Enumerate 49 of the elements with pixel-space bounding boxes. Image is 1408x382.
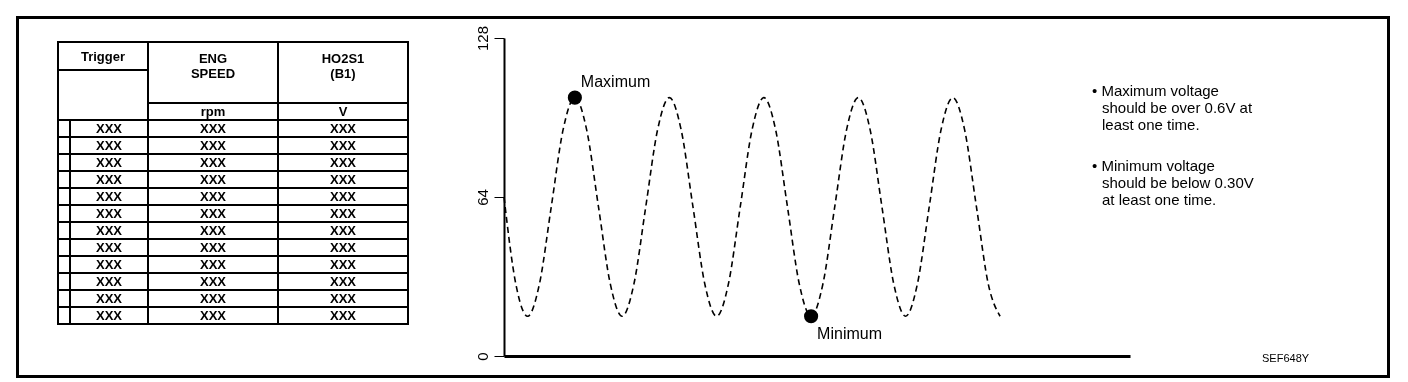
text: XXX xyxy=(278,205,408,222)
text: rpm xyxy=(148,103,278,120)
text: ENG SPEED xyxy=(148,42,278,103)
text: XXX xyxy=(278,273,408,290)
text: XXX xyxy=(278,290,408,307)
text: XXX xyxy=(148,222,278,239)
text: XXX xyxy=(278,222,408,239)
y-tick-label: 64 xyxy=(473,189,491,206)
text: XXX xyxy=(70,307,148,324)
text: XXX xyxy=(70,171,148,188)
text: XXX xyxy=(70,137,148,154)
annotation: • Maximum voltage should be over 0.6V at least one time. xyxy=(1092,82,1254,133)
text: XXX xyxy=(278,137,408,154)
text: XXX xyxy=(148,171,278,188)
text: XXX xyxy=(70,222,148,239)
text: XXX xyxy=(148,307,278,324)
text: XXX xyxy=(278,171,408,188)
y-tick-label: 0 xyxy=(473,352,491,361)
text: XXX xyxy=(148,205,278,222)
text: XXX xyxy=(148,120,278,137)
annotation: Maximum xyxy=(580,72,651,90)
text: XXX xyxy=(278,120,408,137)
text: XXX xyxy=(70,290,148,307)
text: XXX xyxy=(70,154,148,171)
text: V xyxy=(278,103,408,120)
text: XXX xyxy=(70,120,148,137)
text: XXX xyxy=(70,205,148,222)
text: XXX xyxy=(148,137,278,154)
text: XXX xyxy=(148,256,278,273)
annotation: Minimum xyxy=(817,325,882,343)
text: XXX xyxy=(148,188,278,205)
text: XXX xyxy=(278,256,408,273)
text: XXX xyxy=(70,188,148,205)
text: XXX xyxy=(278,307,408,324)
text: XXX xyxy=(278,154,408,171)
text: XXX xyxy=(148,290,278,307)
text: XXX xyxy=(278,239,408,256)
text: Trigger xyxy=(58,42,148,70)
text: XXX xyxy=(148,154,278,171)
text: XXX xyxy=(70,273,148,290)
text: HO2S1 (B1) xyxy=(278,42,408,103)
text: XXX xyxy=(148,239,278,256)
text: XXX xyxy=(278,188,408,205)
text: SEF648Y xyxy=(1262,352,1310,364)
text: XXX xyxy=(70,256,148,273)
text: XXX xyxy=(70,239,148,256)
y-tick-label: 128 xyxy=(473,25,491,52)
annotation: • Minimum voltage should be below 0.30V at least one time. xyxy=(1092,157,1255,208)
text: XXX xyxy=(148,273,278,290)
